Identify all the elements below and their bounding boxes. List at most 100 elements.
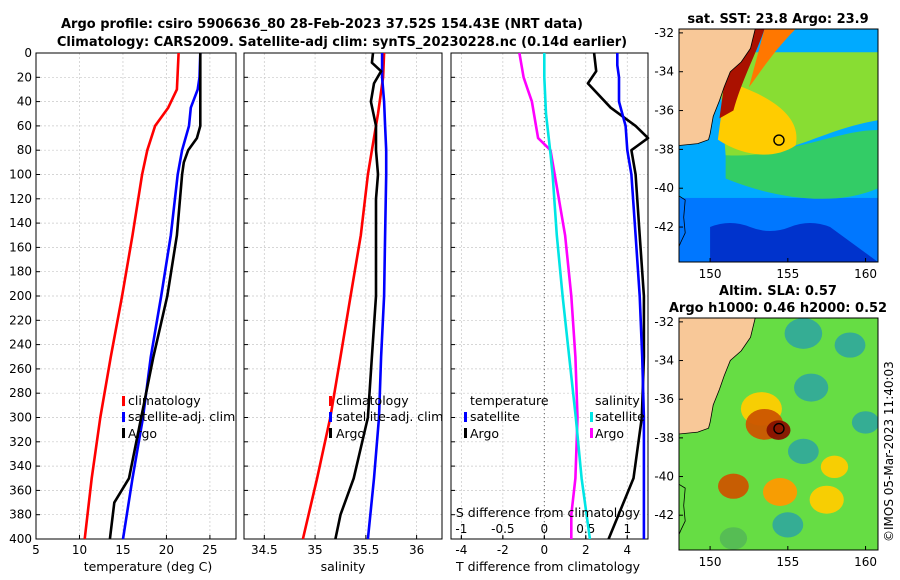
title-line-1: Argo profile: csiro 5906636_80 28-Feb-20… bbox=[61, 17, 583, 32]
y-tick-label: 200 bbox=[9, 289, 32, 303]
sla-map: 150 155 160 -32 -34 -36 -38 -40 -42 bbox=[654, 315, 879, 569]
series-line-t-argo-clim bbox=[586, 52, 650, 540]
map-y-tick-label: -40 bbox=[654, 181, 674, 195]
legend-satellite: satellite bbox=[470, 409, 520, 424]
sst-warm-core bbox=[717, 81, 797, 155]
sla-eddy bbox=[766, 420, 791, 440]
map-y-tick-label: -40 bbox=[654, 470, 674, 484]
legend-temperature-header: temperature bbox=[470, 393, 549, 408]
series-line-satellite-adj-clim bbox=[121, 52, 202, 540]
map-x-tick-label: 150 bbox=[699, 555, 722, 569]
legend-argo: Argo bbox=[470, 426, 499, 441]
map-y-tick-label: -38 bbox=[654, 431, 674, 445]
y-tick-label: 260 bbox=[9, 362, 32, 376]
y-tick-label: 80 bbox=[17, 143, 32, 157]
y-tick-label: 380 bbox=[9, 508, 32, 522]
difference-legend-left: temperature satellite Argo bbox=[464, 393, 549, 441]
difference-panel: -4 -2 0 2 4 -1 -0.5 0 0.5 1 bbox=[450, 52, 650, 557]
legend-satellite: satellite bbox=[595, 409, 645, 424]
y-tick-label: 280 bbox=[9, 386, 32, 400]
legend-swatch-satellite bbox=[122, 412, 125, 422]
y-tick-label: 60 bbox=[17, 119, 32, 133]
tasmania-coast bbox=[679, 195, 686, 247]
sla-eddy bbox=[794, 373, 829, 402]
sla-eddy bbox=[787, 438, 819, 464]
s-diff-tick-label: 0 bbox=[540, 522, 548, 536]
legend-swatch-satellite bbox=[590, 412, 593, 422]
temperature-panel: 5 10 15 20 25 0 20 40 60 80 100 120 140 160 180 200 220 2… bbox=[9, 46, 237, 557]
y-tick-label: 40 bbox=[17, 95, 32, 109]
legend-swatch-argo bbox=[590, 428, 593, 438]
x-tick-label: -2 bbox=[497, 543, 509, 557]
salinity-legend: climatology satellite-adj. clim Argo bbox=[329, 393, 443, 441]
map-y-tick-label: -38 bbox=[654, 142, 674, 156]
sst-map-title: sat. SST: 23.8 Argo: 23.9 bbox=[687, 12, 868, 27]
y-tick-label: 220 bbox=[9, 313, 32, 327]
legend-swatch-argo bbox=[122, 428, 125, 438]
difference-legend-right: salinity satellite Argo bbox=[590, 393, 645, 441]
map-y-tick-label: -34 bbox=[654, 354, 674, 368]
s-diff-tick-label: -1 bbox=[455, 522, 467, 536]
map-content bbox=[679, 318, 878, 550]
legend-argo: Argo bbox=[336, 426, 365, 441]
legend-argo: Argo bbox=[128, 426, 157, 441]
sla-eddy bbox=[809, 485, 844, 514]
y-tick-label: 360 bbox=[9, 483, 32, 497]
x-tick-label: 25 bbox=[202, 543, 217, 557]
y-tick-label: 180 bbox=[9, 265, 32, 279]
s-diff-tick-label: 0.5 bbox=[576, 522, 595, 536]
legend-salinity-header: salinity bbox=[595, 393, 640, 408]
series-line-argo bbox=[108, 53, 202, 540]
sla-map-subtitle: Argo h1000: 0.46 h2000: 0.52 bbox=[669, 301, 887, 316]
x-tick-label: 35.5 bbox=[352, 543, 379, 557]
x-tick-label: 4 bbox=[623, 543, 631, 557]
title-line-2: Climatology: CARS2009. Satellite-adj cli… bbox=[57, 35, 627, 50]
x-tick-label: 2 bbox=[582, 543, 590, 557]
y-tick-label: 120 bbox=[9, 192, 32, 206]
series-line-argo bbox=[334, 52, 383, 540]
salinity-panel: 34.5 35 35.5 36 bbox=[243, 52, 443, 557]
map-frame bbox=[678, 317, 879, 551]
land bbox=[679, 29, 756, 146]
legend-swatch-climatology bbox=[122, 396, 125, 406]
difference-xlabel: T difference from climatology bbox=[455, 559, 641, 574]
sst-mid-green bbox=[725, 129, 878, 199]
sst-orange bbox=[748, 29, 796, 88]
legend-argo: Argo bbox=[595, 426, 624, 441]
map-y-tick-label: -42 bbox=[654, 220, 674, 234]
float-marker bbox=[773, 134, 785, 146]
tasmania-coast bbox=[679, 483, 686, 535]
x-tick-label: 15 bbox=[115, 543, 130, 557]
sst-map: 150 155 160 -32 -34 -36 -38 -40 -42 bbox=[654, 26, 879, 281]
map-y-tick-label: -36 bbox=[654, 104, 674, 118]
y-tick-label: 160 bbox=[9, 240, 32, 254]
map-y-tick-label: -42 bbox=[654, 508, 674, 522]
map-x-tick-label: 155 bbox=[776, 555, 799, 569]
y-tick-label: 240 bbox=[9, 338, 32, 352]
s-diff-tick-label: -0.5 bbox=[491, 522, 514, 536]
y-tick-label: 20 bbox=[17, 70, 32, 84]
legend-swatch-argo bbox=[329, 428, 332, 438]
series-line-climatology bbox=[83, 52, 180, 540]
series-line-s-argo-clim bbox=[615, 53, 646, 539]
legend-climatology: climatology bbox=[128, 393, 201, 408]
series-line-s-satellite-clim bbox=[542, 53, 592, 540]
temperature-legend: climatology satellite-adj. clim Argo bbox=[122, 393, 235, 441]
map-x-tick-label: 160 bbox=[854, 267, 877, 281]
sst-cold-patch bbox=[710, 223, 878, 262]
map-y-tick-label: -32 bbox=[654, 26, 674, 40]
series-line-satellite-adj-clim bbox=[366, 53, 388, 540]
map-x-tick-label: 160 bbox=[854, 555, 877, 569]
legend-satellite: satellite-adj. clim bbox=[336, 409, 443, 424]
x-tick-label: -4 bbox=[455, 543, 467, 557]
watermark: ©IMOS 05-Mar-2023 11:40:03 bbox=[882, 361, 896, 542]
x-tick-label: 20 bbox=[159, 543, 174, 557]
legend-swatch-satellite bbox=[329, 412, 332, 422]
y-tick-label: 100 bbox=[9, 168, 32, 182]
legend-satellite: satellite-adj. clim bbox=[128, 409, 235, 424]
x-tick-label: 34.5 bbox=[251, 543, 278, 557]
legend-swatch-satellite bbox=[464, 412, 467, 422]
x-tick-label: 0 bbox=[540, 543, 548, 557]
sla-eddy bbox=[718, 473, 749, 499]
